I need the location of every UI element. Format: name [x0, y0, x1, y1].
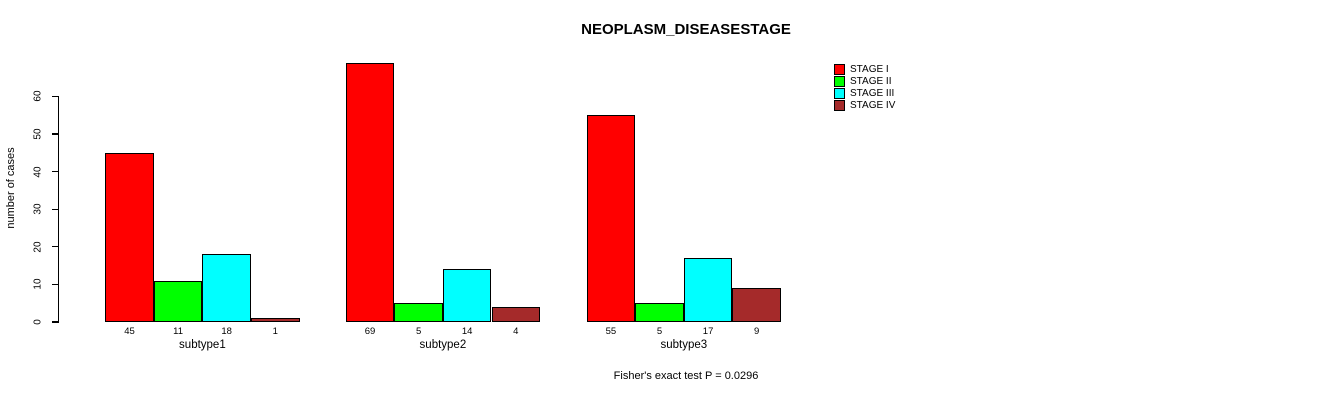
legend-swatch-stage-ii	[834, 76, 845, 88]
y-axis-title: number of cases	[5, 147, 17, 229]
bar-stage-iv-subtype3	[732, 288, 781, 322]
bar-value-label: 45	[124, 326, 135, 337]
bar-value-label: 5	[656, 326, 663, 337]
x-category-label: subtype3	[660, 339, 708, 351]
bar-value-label: 55	[605, 326, 617, 337]
bar-stage-i-subtype3	[586, 115, 636, 322]
bar-stage-ii-subtype3	[635, 303, 684, 322]
legend-row: STAGE III	[834, 88, 895, 100]
bar-value-label: 11	[173, 326, 184, 337]
legend-label: STAGE III	[850, 88, 895, 100]
y-axis-tick	[51, 208, 58, 210]
y-tick-label: 50	[32, 128, 43, 140]
bar-stage-ii-subtype1	[153, 280, 203, 322]
legend-row: STAGE II	[834, 76, 895, 88]
legend-swatch-stage-i	[834, 64, 845, 76]
y-axis-tick	[51, 95, 58, 97]
chart-title: NEOPLASM_DISEASESTAGE	[581, 21, 791, 38]
y-axis-tick	[51, 171, 58, 173]
bar-value-label: 14	[461, 326, 473, 337]
bar-stage-i-subtype1	[105, 152, 154, 322]
bar-value-label: 5	[415, 326, 422, 337]
y-tick-label: 60	[32, 90, 43, 102]
bar-stage-iv-subtype2	[491, 306, 541, 322]
y-axis-tick	[51, 133, 58, 135]
bar-value-label: 17	[702, 326, 714, 337]
legend-label: STAGE IV	[850, 100, 896, 112]
annotation-text: Fisher's exact test P = 0.0296	[613, 370, 759, 382]
y-tick-label: 10	[32, 278, 43, 290]
legend: STAGE I STAGE II STAGE III STAGE IV	[834, 64, 895, 112]
legend-swatch-stage-iv	[834, 100, 845, 112]
bar-stage-iii-subtype3	[683, 258, 733, 322]
legend-swatch-stage-iii	[834, 88, 845, 100]
y-tick-label: 20	[32, 241, 43, 253]
y-tick-label: 40	[32, 166, 43, 178]
bar-value-label: 69	[364, 326, 376, 337]
bar-stage-ii-subtype2	[394, 303, 443, 322]
legend-row: STAGE I	[834, 64, 895, 76]
legend-label: STAGE II	[850, 76, 892, 88]
y-tick-label: 30	[32, 203, 43, 215]
bar-stage-iii-subtype1	[202, 254, 251, 322]
y-axis-tick	[51, 321, 58, 323]
bar-stage-i-subtype2	[345, 62, 395, 322]
y-axis-tick	[51, 246, 58, 248]
bar-value-label: 9	[754, 326, 760, 337]
legend-label: STAGE I	[850, 64, 889, 76]
bar-value-label: 4	[513, 326, 519, 337]
bar-value-label: 18	[221, 326, 232, 337]
bar-stage-iv-subtype1	[251, 318, 300, 322]
legend-row: STAGE IV	[834, 100, 895, 112]
y-tick-label: 0	[32, 319, 43, 325]
y-axis-tick	[51, 283, 58, 285]
x-category-label: subtype2	[419, 339, 467, 351]
bar-value-label: 1	[272, 326, 278, 337]
bar-stage-iii-subtype2	[442, 269, 492, 322]
x-category-label: subtype1	[179, 339, 226, 351]
y-axis-line	[57, 95, 59, 323]
